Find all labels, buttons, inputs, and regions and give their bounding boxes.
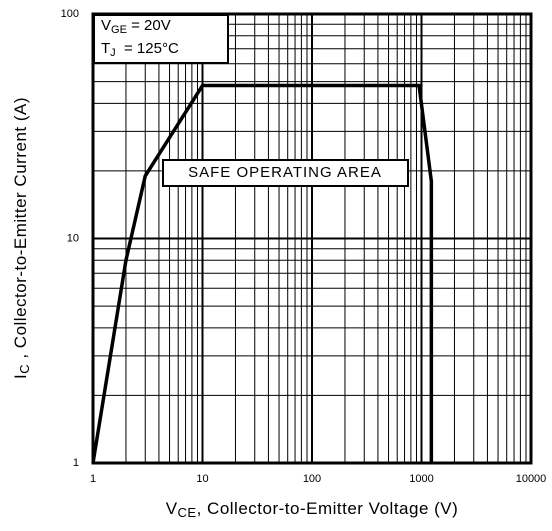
- y-axis-label-sub: C: [17, 364, 32, 374]
- x-tick-label: 1: [90, 473, 96, 485]
- annotation-text: SAFE OPERATING AREA: [188, 164, 382, 181]
- annotation: VGE = 20V: [101, 17, 171, 36]
- annotation-sub: GE: [111, 24, 127, 36]
- x-axis-label-symbol: V: [166, 499, 178, 518]
- y-axis-label-text: , Collector-to-Emitter Current (A): [11, 97, 30, 364]
- annotation: TJ = 125°C: [101, 40, 179, 59]
- annotation-text: = 125°C: [116, 40, 179, 57]
- y-axis-label-symbol: I: [11, 374, 30, 379]
- x-tick-label: 1000: [409, 473, 433, 485]
- annotation: SAFE OPERATING AREA: [188, 164, 382, 181]
- annotation-symbol: T: [101, 40, 110, 57]
- area-label-box: [162, 159, 409, 187]
- x-tick-label: 10000: [516, 473, 547, 485]
- x-tick-label: 100: [303, 473, 321, 485]
- annotation-sub: J: [110, 47, 116, 59]
- x-axis-label-sub: CE: [178, 505, 197, 520]
- y-tick-label: 1: [73, 457, 79, 469]
- plot-frame: [91, 12, 533, 465]
- x-tick-label: 10: [196, 473, 208, 485]
- y-tick-label: 10: [67, 232, 79, 244]
- x-axis-label-text: , Collector-to-Emitter Voltage (V): [197, 499, 459, 518]
- y-tick-label: 100: [61, 8, 79, 20]
- y-axis-label: IC , Collector-to-Emitter Current (A): [11, 97, 32, 379]
- x-axis-label: VCE, Collector-to-Emitter Voltage (V): [166, 499, 459, 520]
- annotation-text: = 20V: [127, 17, 171, 34]
- legend-box: [93, 14, 229, 64]
- annotation-symbol: V: [101, 17, 111, 34]
- soa-line: [91, 83, 434, 464]
